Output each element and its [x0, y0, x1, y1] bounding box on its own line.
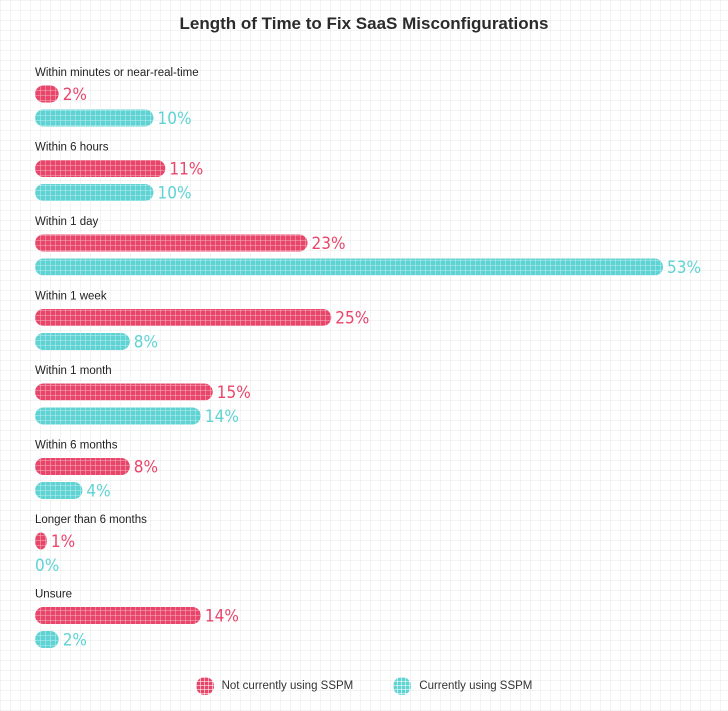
legend-label-using: Currently using SSPM: [419, 680, 533, 692]
value-label-not-using-within-6-months: 8%: [134, 458, 158, 478]
category-label-within-1-week: Within 1 week: [35, 291, 107, 303]
category-label-within-minutes-or-near-real-time: Within minutes or near-real-time: [35, 67, 199, 79]
bar-texture-not-using-within-minutes-or-near-real-time: [35, 85, 59, 103]
value-label-not-using-within-minutes-or-near-real-time: 2%: [63, 85, 87, 105]
legend-label-not-using: Not currently using SSPM: [221, 680, 354, 692]
bar-texture-not-using-within-6-months: [35, 458, 130, 475]
bar-texture-using-within-6-months: [35, 482, 83, 499]
category-label-within-6-months: Within 6 months: [35, 440, 118, 452]
legend: Not currently using SSPM Currently using…: [0, 677, 728, 695]
legend-item-not-using: Not currently using SSPM: [195, 677, 354, 695]
category-label-unsure: Unsure: [35, 589, 72, 601]
bar-texture-not-using-unsure: [35, 607, 201, 624]
value-label-not-using-within-1-day: 23%: [312, 234, 346, 254]
bar-texture-using-within-6-hours: [35, 184, 154, 201]
bar-chart: Within minutes or near-real-time 2% 10% Wit…: [35, 67, 701, 651]
bar-texture-using-within-1-day: [35, 258, 664, 276]
category-label-longer-than-6-months: Longer than 6 months: [35, 514, 147, 526]
value-label-not-using-unsure: 14%: [205, 607, 239, 627]
legend-swatch-not-using: [195, 677, 214, 695]
bar-texture-not-using-within-6-hours: [35, 160, 166, 177]
value-label-using-within-1-month: 14%: [205, 407, 239, 427]
value-label-using-within-6-months: 4%: [86, 482, 110, 502]
value-label-not-using-within-1-week: 25%: [335, 309, 369, 329]
category-label-within-1-day: Within 1 day: [35, 216, 99, 228]
value-label-not-using-within-1-month: 15%: [217, 383, 251, 403]
bar-texture-not-using-within-1-month: [35, 383, 213, 401]
value-label-using-within-minutes-or-near-real-time: 10%: [158, 109, 192, 129]
legend-item-using: Currently using SSPM: [393, 677, 532, 695]
bar-texture-using-within-1-month: [35, 407, 201, 425]
category-label-within-6-hours: Within 6 hours: [35, 142, 109, 154]
value-label-using-within-1-week: 8%: [134, 333, 158, 353]
legend-swatch-using: [393, 677, 412, 695]
value-label-using-longer-than-6-months: 0%: [35, 556, 59, 576]
value-label-not-using-within-6-hours: 11%: [169, 160, 203, 180]
category-label-within-1-month: Within 1 month: [35, 365, 112, 377]
value-label-using-unsure: 2%: [63, 631, 87, 651]
value-label-not-using-longer-than-6-months: 1%: [51, 532, 75, 552]
chart-title: Length of Time to Fix SaaS Misconfigurat…: [179, 14, 549, 33]
bar-texture-not-using-longer-than-6-months: [35, 532, 47, 550]
bar-texture-using-within-1-week: [35, 333, 130, 350]
value-label-using-within-1-day: 53%: [667, 258, 701, 278]
bar-texture-using-within-minutes-or-near-real-time: [35, 109, 154, 127]
bar-texture-using-unsure: [35, 631, 59, 648]
value-label-using-within-6-hours: 10%: [158, 184, 192, 204]
bar-texture-not-using-within-1-week: [35, 309, 332, 326]
bar-texture-not-using-within-1-day: [35, 234, 308, 252]
